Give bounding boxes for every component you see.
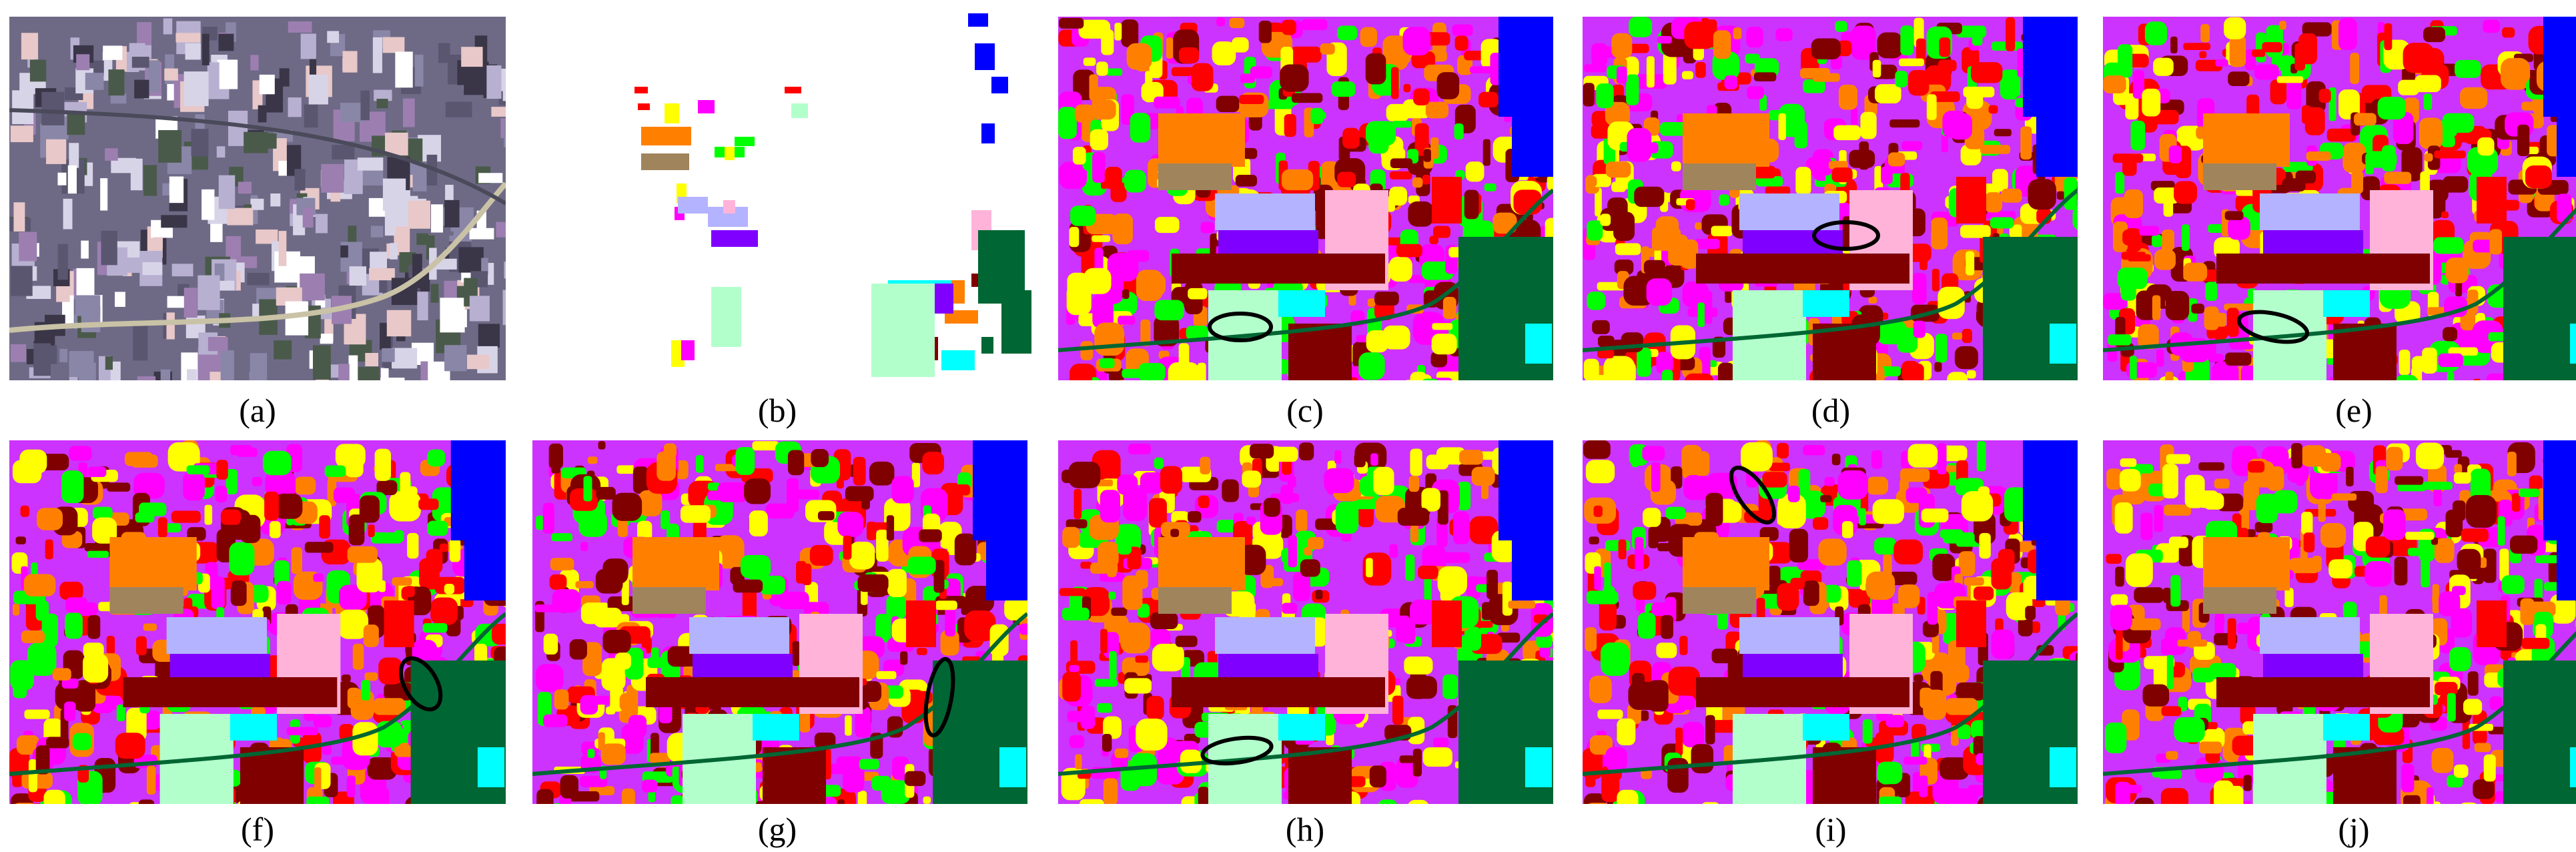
caption-e: (e) <box>2335 392 2373 429</box>
panel-d-classification-map <box>1583 17 2078 380</box>
panel-g-classification-map <box>532 440 1027 804</box>
caption-j: (j) <box>2338 811 2370 848</box>
false-color-image <box>9 17 506 380</box>
highlight-ellipse <box>923 657 955 738</box>
panel-b-ground-truth <box>591 10 1031 380</box>
classification-map <box>2103 17 2576 380</box>
highlight-ellipse <box>1200 735 1274 766</box>
caption-d: (d) <box>1811 392 1851 429</box>
caption-i: (i) <box>1815 811 1847 848</box>
caption-c: (c) <box>1286 392 1324 429</box>
caption-f: (f) <box>241 811 274 848</box>
panel-f-classification-map <box>9 440 506 804</box>
caption-h: (h) <box>1285 811 1325 848</box>
caption-g: (g) <box>757 811 797 848</box>
panel-h-classification-map <box>1058 440 1553 804</box>
highlight-ellipse <box>1729 466 1777 524</box>
panel-i-classification-map <box>1583 440 2078 804</box>
classification-map <box>1058 17 1553 380</box>
panel-e-classification-map <box>2103 17 2576 380</box>
highlight-ellipse <box>399 656 443 712</box>
classification-map <box>1058 440 1553 804</box>
highlight-ellipse <box>1812 220 1880 251</box>
caption-a: (a) <box>239 392 276 429</box>
caption-b: (b) <box>757 392 797 429</box>
classification-map <box>9 440 506 804</box>
highlight-ellipse <box>2236 310 2310 344</box>
classification-map <box>532 440 1027 804</box>
classification-map <box>1583 17 2078 380</box>
classification-map <box>1583 440 2078 804</box>
classification-map <box>2103 440 2576 804</box>
panel-a-false-color-image <box>9 17 506 380</box>
panel-j-classification-map <box>2103 440 2576 804</box>
ground-truth-map <box>591 10 1031 380</box>
panel-c-classification-map <box>1058 17 1553 380</box>
highlight-ellipse <box>1208 312 1273 342</box>
